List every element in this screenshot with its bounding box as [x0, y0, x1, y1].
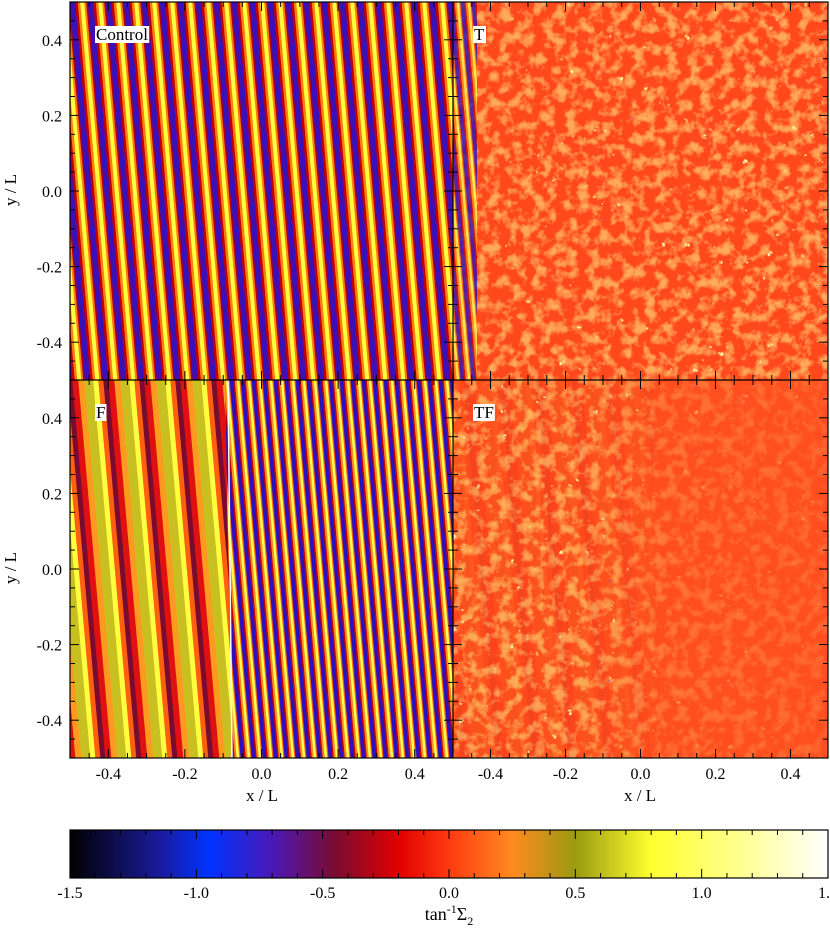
colorbar-tick-label: -1.0	[184, 885, 209, 902]
axis-ticks	[70, 2, 828, 758]
colorbar-tick-label: 1.0	[692, 885, 712, 902]
panel-t	[453, 2, 828, 380]
x-tick-label: -0.4	[478, 766, 503, 783]
colorbar: -1.5 -1.0 -0.5 0.0 0.5 1.0 1.5 tan-1Σ2	[57, 829, 830, 928]
colorbar-label: tan-1Σ2	[425, 902, 473, 928]
x-tick-label: 0.2	[706, 766, 726, 783]
colorbar-tick-label: 0.5	[565, 885, 585, 902]
panel-label-text: T	[474, 25, 485, 44]
panel-label: F	[95, 403, 107, 422]
panel-frames	[69, 1, 829, 759]
x-tick-label: -0.2	[172, 766, 197, 783]
y-tick-label: 0.0	[42, 562, 62, 579]
panel-label: T	[473, 25, 486, 44]
panel-label-bg	[473, 404, 495, 421]
y-tick-label: 0.4	[42, 411, 62, 428]
panel-f	[70, 380, 453, 758]
x-tick-label: 0.2	[328, 766, 348, 783]
colorbar-tick-label: -1.5	[57, 885, 82, 902]
panel-control	[70, 2, 453, 380]
y-tick-label: -0.4	[37, 713, 62, 730]
y-tick-label: 0.0	[42, 184, 62, 201]
axis-tick-labels: 0.4 0.2 0.0 -0.2 -0.4 0.4 0.2 0.0 -0.2 -0.4 -0.4 -0…	[37, 33, 801, 783]
y-axis-label-bottom: y / L	[1, 552, 20, 584]
panel-label-bg	[95, 26, 150, 43]
panel-label-text: F	[96, 403, 105, 422]
x-axis-label-left: x / L	[246, 786, 278, 805]
colorbar-ticks	[69, 830, 829, 878]
x-tick-label: 0.0	[252, 766, 272, 783]
x-tick-label: -0.4	[96, 766, 121, 783]
y-tick-label: -0.2	[37, 638, 62, 655]
panel-label-bg	[95, 404, 107, 421]
panel-label-text: TF	[474, 403, 494, 422]
panel-label-text: Control	[96, 25, 148, 44]
y-axis-label-top: y / L	[1, 174, 20, 206]
x-tick-label: -0.2	[553, 766, 578, 783]
colorbar-tick-label: -0.5	[310, 885, 335, 902]
colorbar-tick-label: 1.5	[818, 885, 830, 902]
panel-label: TF	[473, 403, 495, 422]
x-tick-label: 0.4	[781, 766, 801, 783]
colorbar-tick-label: 0.0	[439, 885, 459, 902]
y-tick-label: -0.4	[37, 335, 62, 352]
x-tick-label: 0.0	[631, 766, 651, 783]
panel-label: Control	[95, 25, 150, 44]
panel-label-bg	[473, 26, 486, 43]
y-tick-label: 0.4	[42, 33, 62, 50]
y-tick-label: 0.2	[42, 486, 62, 503]
panel-tf	[453, 380, 828, 758]
colorbar-tick-labels: -1.5 -1.0 -0.5 0.0 0.5 1.0 1.5	[57, 885, 830, 902]
y-tick-label: -0.2	[37, 260, 62, 277]
y-tick-label: 0.2	[42, 108, 62, 125]
x-axis-label-right: x / L	[624, 786, 656, 805]
panel-labels: Control TF TF	[95, 25, 495, 422]
x-tick-label: 0.4	[405, 766, 425, 783]
